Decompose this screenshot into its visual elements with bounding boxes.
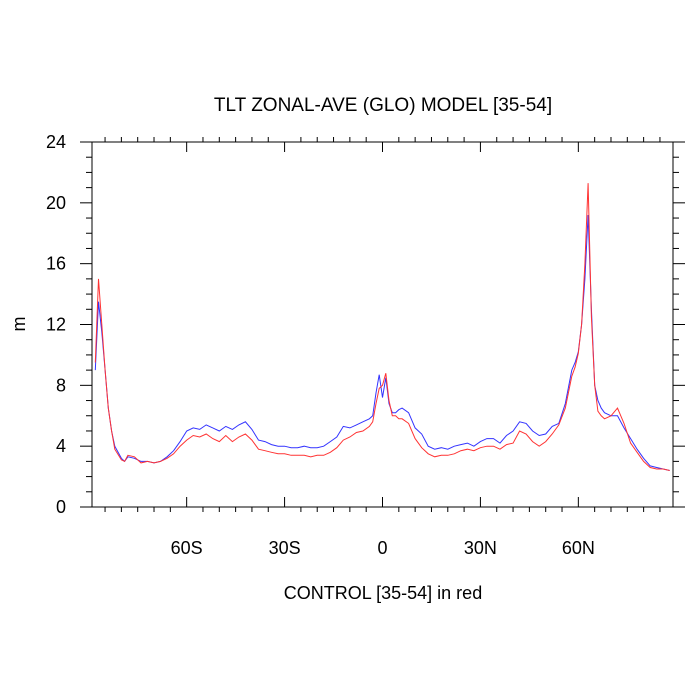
plot-frame (91, 141, 674, 508)
y-axis-label: m (9, 317, 29, 332)
y-tick-label: 16 (46, 254, 66, 274)
plot-lines (94, 183, 670, 471)
x-tick-label: 30S (269, 538, 301, 558)
x-tick-labels: 60S 30S 0 30N 60N (171, 538, 595, 558)
y-tick-labels: 0 4 8 12 16 20 24 (46, 132, 66, 517)
x-tick-label: 60S (171, 538, 203, 558)
x-tick-label: 30N (464, 538, 497, 558)
y-tick-label: 0 (56, 497, 66, 517)
y-tick-label: 4 (56, 436, 66, 456)
x-axis-label: CONTROL [35-54] in red (284, 583, 482, 603)
y-tick-label: 8 (56, 375, 66, 395)
chart-title: TLT ZONAL-AVE (GLO) MODEL [35-54] (214, 95, 552, 116)
y-tick-label: 20 (46, 193, 66, 213)
y-tick-label: 12 (46, 315, 66, 335)
series-line-1 (94, 214, 670, 471)
y-tick-label: 24 (46, 132, 66, 152)
series-line-2 (94, 183, 670, 471)
x-tick-label: 60N (562, 538, 595, 558)
axis-ticks (80, 137, 685, 512)
x-tick-label: 0 (377, 538, 387, 558)
